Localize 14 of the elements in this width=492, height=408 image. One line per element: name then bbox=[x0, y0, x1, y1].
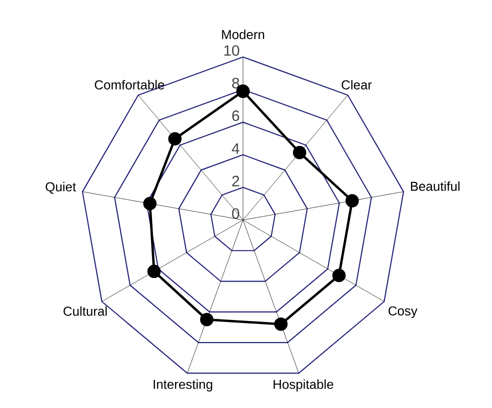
y-tick-label: 10 bbox=[224, 45, 240, 56]
y-tick-label: 6 bbox=[232, 110, 240, 121]
spoke-label: Hospitable bbox=[274, 379, 334, 392]
spoke-label: Modern bbox=[222, 30, 264, 40]
spoke-label: Comfortable bbox=[94, 80, 164, 90]
y-tick-label: 8 bbox=[232, 78, 240, 88]
spoke-label: Quiet bbox=[46, 182, 76, 194]
spoke-label: Cultural bbox=[64, 306, 107, 316]
spoke-label: Interesting bbox=[154, 379, 212, 392]
spoke-label: Beautiful bbox=[410, 181, 460, 191]
y-tick-label: 4 bbox=[232, 143, 240, 154]
y-tick-label: 2 bbox=[232, 176, 240, 186]
spoke-label: Clear bbox=[342, 80, 372, 90]
spoke-label: Cosy bbox=[388, 306, 418, 318]
